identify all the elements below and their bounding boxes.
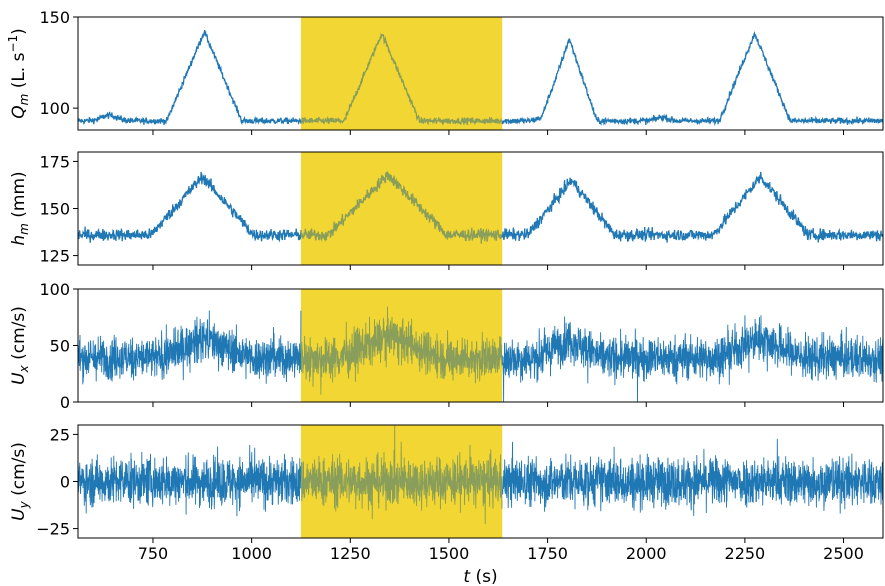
panel-Q: 100 150 Qm (L. s−1) — [6, 8, 884, 135]
x-tick-label: 1000 — [231, 544, 272, 563]
y-tick-label: 150 — [39, 8, 70, 27]
y-tick-label: 100 — [39, 280, 70, 299]
series-line-left — [78, 171, 302, 243]
series-line-left — [78, 444, 302, 517]
y-tick-label: 175 — [39, 152, 70, 171]
y-tick-label: 50 — [50, 337, 70, 356]
x-tick-label: 1500 — [429, 544, 470, 563]
y-axis-label: Qm (L. s−1) — [6, 28, 31, 119]
highlight-span — [300, 17, 503, 130]
x-tick-label: 2250 — [725, 544, 766, 563]
x-tick-label: 1750 — [527, 544, 568, 563]
y-tick-label: 0 — [60, 473, 70, 492]
x-tick-label: 750 — [138, 544, 169, 563]
series-line-right — [501, 31, 883, 127]
series-line-right — [501, 438, 883, 516]
panel-h: 125 150 175 hm (mm) — [9, 151, 884, 270]
series-line-right — [501, 315, 883, 402]
y-tick-label: 0 — [60, 393, 70, 412]
highlight-span — [300, 152, 503, 265]
series-line-left — [78, 310, 302, 385]
y-tick-label: −25 — [36, 520, 70, 539]
axes-frame — [77, 16, 884, 131]
series-line-highlighted — [300, 171, 503, 244]
series-line-highlighted — [300, 306, 503, 395]
panel-Uy: −25 0 25 Uy (cm/s) — [9, 424, 884, 543]
series-line-highlighted — [300, 425, 503, 525]
y-axis-label: Ux (cm/s) — [9, 306, 31, 385]
panel-Ux: 0 50 100 Ux (cm/s) — [9, 280, 884, 412]
x-tick-label: 2500 — [823, 544, 864, 563]
y-axis-label: hm (mm) — [9, 171, 31, 245]
series-line-highlighted — [300, 32, 503, 126]
y-axis-label: Uy (cm/s) — [9, 442, 31, 521]
y-tick-label: 100 — [39, 99, 70, 118]
y-tick-label: 150 — [39, 200, 70, 219]
series-line-right — [501, 171, 883, 243]
series-line-left — [78, 29, 302, 126]
y-tick-label: 125 — [39, 247, 70, 266]
y-tick-label: 25 — [50, 425, 70, 444]
x-tick-label: 2000 — [626, 544, 667, 563]
x-axis-label: t (s) — [463, 567, 497, 586]
x-tick-label: 1250 — [330, 544, 371, 563]
